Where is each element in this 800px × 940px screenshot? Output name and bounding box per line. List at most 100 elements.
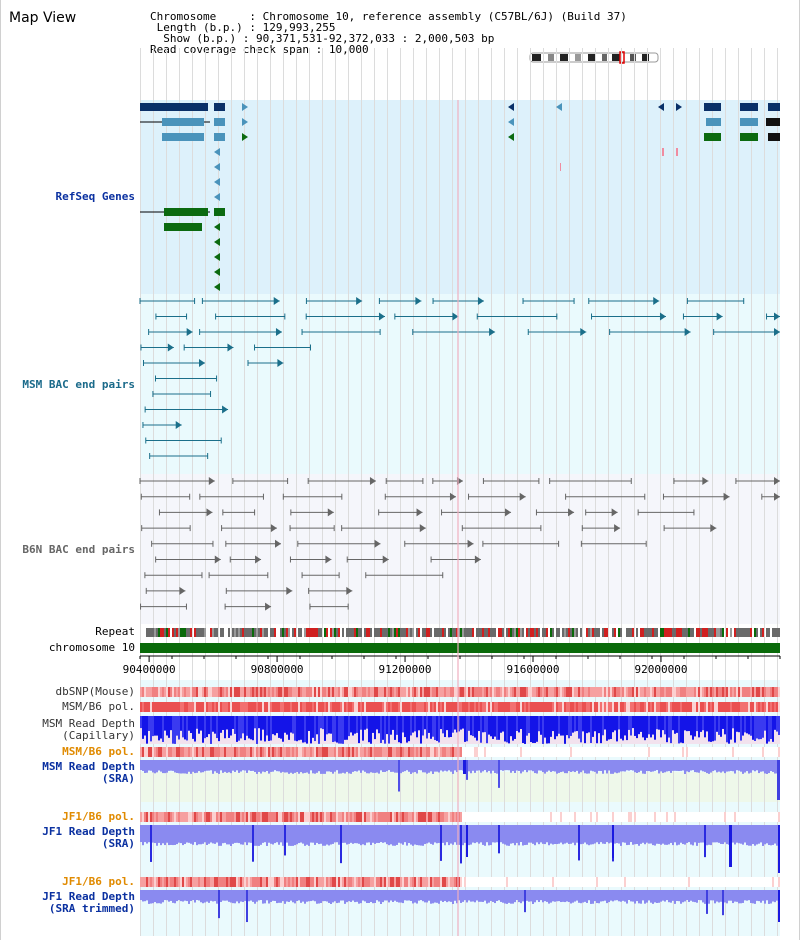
msm-pol2-cell xyxy=(204,747,206,757)
dbsnp-cell xyxy=(476,687,478,697)
capillary-depth-bar xyxy=(576,716,578,732)
msm-pol2-cell xyxy=(384,747,386,757)
jf1-pol-cell xyxy=(378,812,380,822)
msm-sra-depth-bar xyxy=(414,760,416,773)
jf1-depth-bar xyxy=(522,825,524,846)
jf1-pol-cell xyxy=(692,812,694,822)
msm-pol2-cell xyxy=(640,747,642,757)
msm-pol-cell xyxy=(574,702,576,712)
jf1-depth-bar xyxy=(492,825,494,843)
jf1-trim-depth-bar xyxy=(556,890,558,902)
jf1-pol-cell xyxy=(524,812,526,822)
jf1-depth-bar xyxy=(660,825,662,845)
jf1-pol-cell xyxy=(242,812,244,822)
msm-pol2-cell xyxy=(574,747,576,757)
jf1-pol2-cell xyxy=(308,877,310,887)
jf1-trim-depth-bar xyxy=(630,890,632,902)
msm-sra-depth-bar xyxy=(628,760,630,771)
chromosome-ideogram[interactable] xyxy=(529,51,659,64)
msm-pol2-cell xyxy=(446,747,448,757)
jf1-pol2-cell xyxy=(234,877,236,887)
chromosome-key: Chromosome xyxy=(150,10,243,23)
jf1-pol2-cell xyxy=(248,877,250,887)
msm-sra-depth-bar xyxy=(422,760,424,773)
capillary-depth-bar xyxy=(374,716,376,740)
repeat-element xyxy=(408,628,410,637)
refseq-genes[interactable] xyxy=(140,103,780,291)
msm-sra-depth-bar xyxy=(368,760,370,774)
jf1-pol-cell xyxy=(412,812,414,822)
dbsnp-cell xyxy=(368,687,370,697)
msm-pol2-cell xyxy=(188,747,190,757)
repeat-element xyxy=(350,628,352,637)
msm-pol-cell xyxy=(534,702,536,712)
jf1-pol2-cell xyxy=(322,877,324,887)
capillary-depth-bar xyxy=(620,716,622,739)
jf1-pol2-cell xyxy=(280,877,282,887)
jf1-pol2-cell xyxy=(770,877,772,887)
msm-pol2-cell xyxy=(634,747,636,757)
msm-pol2-cell xyxy=(318,747,320,757)
jf1-trim-depth-bar xyxy=(264,890,266,904)
msm-sra-depth-bar xyxy=(704,760,706,772)
jf1-trim-depth-bar xyxy=(528,890,530,902)
msm-pol-cell xyxy=(604,702,606,712)
gene-13b xyxy=(214,208,225,216)
msm-bac-pairs[interactable] xyxy=(139,297,780,459)
msm-pol-cell xyxy=(468,702,470,712)
jf1-trim-depth-bar xyxy=(652,890,654,904)
msm-pol2-cell xyxy=(274,747,276,757)
repeat-element xyxy=(240,628,242,637)
msm-pol-cell xyxy=(738,702,740,712)
jf1-depth-bar xyxy=(752,825,754,845)
repeat-element xyxy=(698,628,700,637)
dbsnp-cell xyxy=(300,687,302,697)
msm-bac-track-bg xyxy=(140,294,780,474)
msm-bac-arrow xyxy=(275,328,282,336)
jf1-pol2-cell xyxy=(188,877,190,887)
dbsnp-cell xyxy=(216,687,218,697)
msm-pol2-cell xyxy=(604,747,606,757)
jf1-depth-bar xyxy=(540,825,542,843)
msm-pol2-cell xyxy=(290,747,292,757)
jf1-pol2-cell xyxy=(164,877,166,887)
capillary-depth-bar xyxy=(202,716,204,743)
msm-pol2-cell xyxy=(206,747,208,757)
jf1-pol2-cell xyxy=(474,877,476,887)
jf1-pol-cell xyxy=(638,812,640,822)
capillary-depth-bar xyxy=(348,716,350,737)
jf1-pol2-cell xyxy=(192,877,194,887)
msm-pol-cell xyxy=(220,702,222,712)
capillary-depth-bar xyxy=(240,716,242,739)
b6n-bac-pairs[interactable] xyxy=(139,477,780,611)
jf1-pol2-cell xyxy=(560,877,562,887)
jf1-depth-bar xyxy=(162,825,164,844)
repeat-element xyxy=(538,628,540,637)
repeat-element xyxy=(568,628,570,637)
capillary-depth-bar xyxy=(484,716,486,733)
jf1-trim-depth-bar xyxy=(482,890,484,902)
jf1-depth-bar xyxy=(188,825,190,843)
msm-sra-depth-bar xyxy=(612,760,614,774)
dbsnp-cell xyxy=(164,687,166,697)
jf1-depth-bar xyxy=(524,825,526,846)
repeat-element xyxy=(422,628,424,637)
jf1-depth-bar xyxy=(556,825,558,845)
repeat-element xyxy=(232,628,234,637)
dbsnp-cell xyxy=(194,687,196,697)
jf1-depth-bar xyxy=(754,825,756,846)
msm-pol2-cell xyxy=(764,747,766,757)
msm-pol-cell xyxy=(614,702,616,712)
jf1-trim-depth-bar xyxy=(198,890,200,901)
jf1-pol-cell xyxy=(164,812,166,822)
jf1-pol-cell xyxy=(734,812,736,822)
jf1-pol2-cell xyxy=(482,877,484,887)
repeat-element xyxy=(696,628,698,637)
jf1-pol2-cell xyxy=(774,877,776,887)
dbsnp-cell xyxy=(464,687,466,697)
msm-pol2-cell xyxy=(570,747,572,757)
jf1-trim-depth-bar xyxy=(370,890,372,902)
jf1-trim-depth-bar xyxy=(704,890,706,904)
msm-sra-depth-bar xyxy=(170,760,172,771)
jf1-pol2-cell xyxy=(528,877,530,887)
